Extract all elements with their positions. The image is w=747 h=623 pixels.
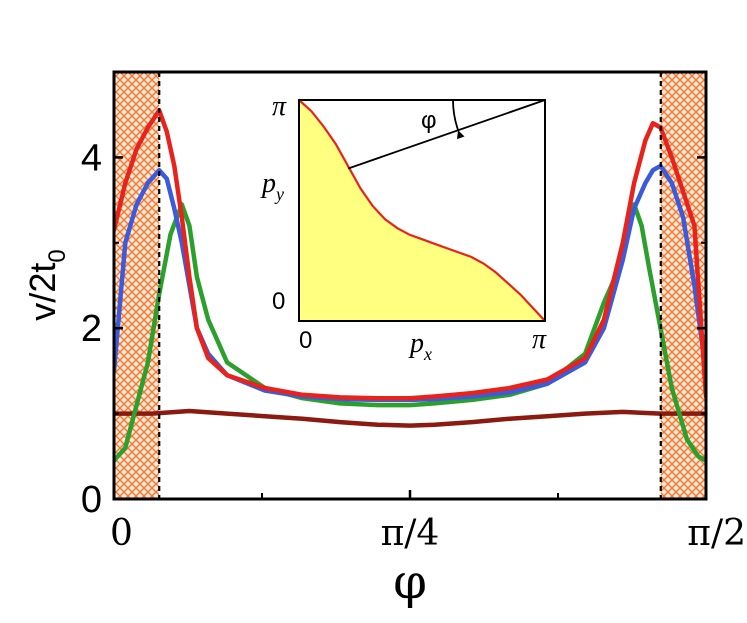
- inset-fill-area: [299, 100, 545, 321]
- inset-curve: [298, 99, 546, 322]
- inset-x-tick-left: 0: [299, 327, 312, 354]
- y-axis-title: v/2t0: [22, 249, 71, 320]
- y-tick-label-0: 0: [81, 479, 102, 521]
- dashed-vertical-lines: [158, 72, 662, 499]
- inset-x-label: px: [408, 328, 432, 364]
- inset-angle-label: φ: [421, 107, 437, 134]
- inset-chart: φ π 0 0 π py px: [260, 91, 547, 364]
- inset-angle-line: [347, 99, 546, 170]
- inset-x-label-main: p: [408, 328, 424, 359]
- y-ticks: 0 2 4: [81, 137, 706, 521]
- inset-y-label: py: [260, 168, 284, 204]
- inset-angle-arrow: [452, 99, 459, 131]
- inset-y-tick-bottom: 0: [272, 288, 285, 315]
- series-line-0: [114, 408, 706, 428]
- x-tick-label-1: π/4: [381, 513, 440, 554]
- series-lines: [114, 108, 706, 463]
- inset-y-tick-top: π: [272, 91, 287, 122]
- inset-angle-arrowhead: [457, 130, 465, 140]
- inset-x-label-sub: x: [423, 344, 432, 364]
- y-tick-label-2: 4: [81, 137, 102, 179]
- y-tick-label-1: 2: [81, 308, 102, 350]
- series-line-3: [114, 108, 706, 401]
- series-line-1: [114, 202, 706, 463]
- x-tick-label-0: 0: [110, 513, 133, 554]
- x-tick-label-2: π/2: [687, 513, 746, 554]
- y-axis-title-main: v/2t: [22, 263, 63, 321]
- x-ticks: 0 π/4 π/2: [110, 490, 746, 554]
- y-axis-title-sub: 0: [44, 249, 71, 262]
- inset-y-label-main: p: [260, 168, 276, 199]
- inset-y-label-sub: y: [274, 184, 284, 204]
- inset-frame: [298, 99, 546, 322]
- x-axis-title: φ: [393, 554, 427, 610]
- inset-x-tick-right: π: [532, 324, 547, 355]
